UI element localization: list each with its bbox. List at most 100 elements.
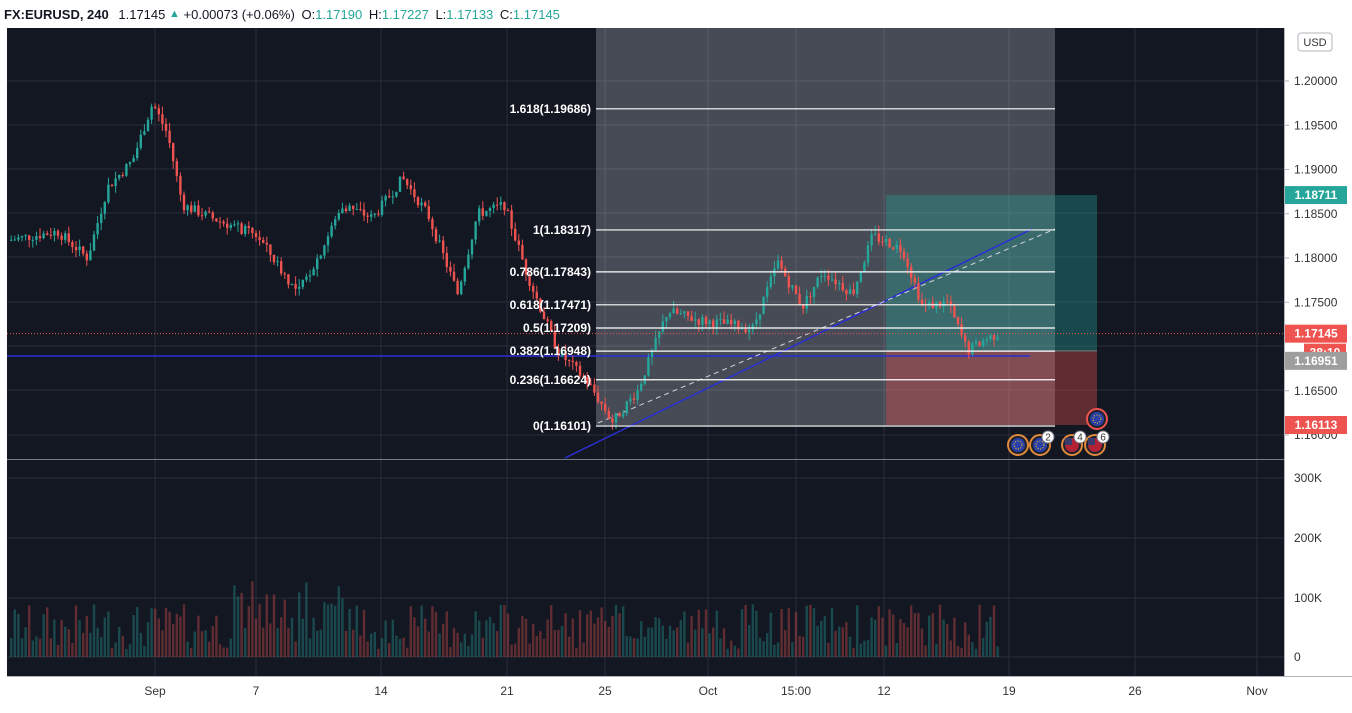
- event-badge[interactable]: 6: [1084, 430, 1110, 456]
- price-axis[interactable]: 1.20000 1.19500 1.19000 1.18500 1.18000 1.175…: [1284, 74, 1338, 442]
- volume-bar: [676, 627, 679, 657]
- time-axis[interactable]: Sep 7 14 21 25 Oct 15:00 12 19 26 Nov: [144, 684, 1267, 698]
- candle-body: [704, 317, 708, 325]
- volume-bar: [294, 641, 297, 657]
- volume-bar: [128, 644, 132, 657]
- long-position-tool[interactable]: [886, 195, 1097, 425]
- volume-bar: [161, 630, 164, 657]
- time-axis-label: 25: [598, 684, 612, 698]
- candle-body: [996, 337, 999, 340]
- time-axis-label: 26: [1128, 684, 1142, 698]
- loss-zone[interactable]: [886, 350, 1097, 425]
- trendlines[interactable]: [7, 228, 1056, 459]
- volume-bar: [175, 613, 178, 657]
- economic-events[interactable]: 2 4 6: [1007, 408, 1110, 456]
- candle-body: [485, 211, 488, 216]
- volume-bar: [550, 605, 553, 657]
- candle-body: [553, 330, 556, 349]
- candle-body: [611, 418, 614, 423]
- volume-bar: [229, 638, 232, 657]
- candle-body: [640, 383, 643, 391]
- candle-body: [733, 320, 736, 325]
- candle-body: [460, 281, 463, 295]
- symbol-title[interactable]: FX:EURUSD, 240: [4, 7, 109, 23]
- volume-bars: [10, 581, 999, 657]
- candle-body: [179, 175, 182, 195]
- candle-body: [978, 341, 981, 347]
- volume-bar: [262, 627, 265, 657]
- volume-bar: [535, 635, 538, 657]
- profit-zone[interactable]: [886, 195, 1097, 351]
- event-badge[interactable]: [1007, 434, 1029, 456]
- volume-bar: [506, 613, 510, 657]
- volume-axis-label: 300K: [1294, 471, 1322, 485]
- fib-trend-dashed-line[interactable]: [597, 228, 1056, 424]
- candle-body: [427, 206, 430, 220]
- candle-body: [892, 247, 895, 249]
- candle-body: [517, 240, 520, 245]
- volume-bar: [607, 627, 610, 657]
- volume-bar: [85, 615, 88, 657]
- volume-bar: [190, 648, 193, 657]
- flag-canton: [1065, 438, 1072, 445]
- candle-body: [974, 341, 978, 344]
- volume-bar: [618, 613, 621, 657]
- volume-bar: [596, 617, 600, 657]
- candle-body: [917, 282, 920, 300]
- volume-bar: [539, 631, 542, 657]
- volume-bar: [956, 646, 960, 657]
- volume-bar: [920, 628, 924, 657]
- volume-bar: [852, 648, 855, 657]
- time-axis-label: Nov: [1246, 684, 1267, 698]
- candle-body: [740, 328, 744, 330]
- volume-bar: [406, 647, 409, 657]
- candle-body: [964, 335, 967, 342]
- candle-body: [103, 202, 106, 214]
- price-axis-label: 1.19500: [1294, 118, 1338, 132]
- candle-body: [949, 301, 952, 306]
- volume-bar: [488, 616, 492, 657]
- volume-bar: [812, 608, 816, 657]
- time-axis-label: 12: [877, 684, 891, 698]
- rising-trendline[interactable]: [564, 228, 1033, 459]
- event-badge[interactable]: 4: [1061, 430, 1087, 456]
- candle-body: [816, 277, 819, 287]
- candle-body: [881, 241, 884, 243]
- candle-body: [348, 205, 351, 212]
- volume-bar: [946, 624, 949, 657]
- candle-body: [546, 319, 549, 322]
- volume-bar: [308, 638, 312, 657]
- volume-bar: [888, 609, 891, 657]
- candle-body: [442, 240, 445, 254]
- candle-body: [388, 196, 391, 198]
- volume-axis[interactable]: 300K 200K 100K 0: [1294, 471, 1322, 664]
- candle-body: [604, 403, 607, 411]
- volume-bar: [546, 619, 549, 657]
- candle-body: [859, 272, 862, 282]
- candle-body: [53, 230, 56, 236]
- candle-body: [308, 275, 312, 277]
- currency-button[interactable]: USD: [1297, 32, 1333, 52]
- fibonacci-retracement[interactable]: 1.618(1.19686) 1(1.18317) 0.786(1.17843) 0.…: [510, 102, 1055, 433]
- low-label: L:: [435, 7, 447, 23]
- volume-bar: [265, 594, 268, 657]
- event-badge[interactable]: [1086, 408, 1108, 430]
- volume-bar: [211, 626, 214, 657]
- candle-body: [391, 196, 394, 198]
- volume-bar: [708, 633, 711, 657]
- candle-body: [560, 351, 564, 356]
- volume-bar: [82, 632, 85, 657]
- candle-body: [953, 305, 956, 318]
- event-badge[interactable]: 2: [1029, 430, 1055, 456]
- volume-bar: [589, 610, 592, 657]
- currency-button-label[interactable]: USD: [1303, 37, 1326, 49]
- candle-body: [902, 251, 906, 259]
- volume-bar: [906, 627, 909, 657]
- volume-bar: [568, 636, 571, 657]
- volume-bar: [420, 605, 423, 657]
- candle-body: [74, 247, 78, 251]
- volume-bar: [28, 605, 31, 657]
- candle-body: [470, 239, 474, 255]
- volume-bar: [460, 642, 463, 657]
